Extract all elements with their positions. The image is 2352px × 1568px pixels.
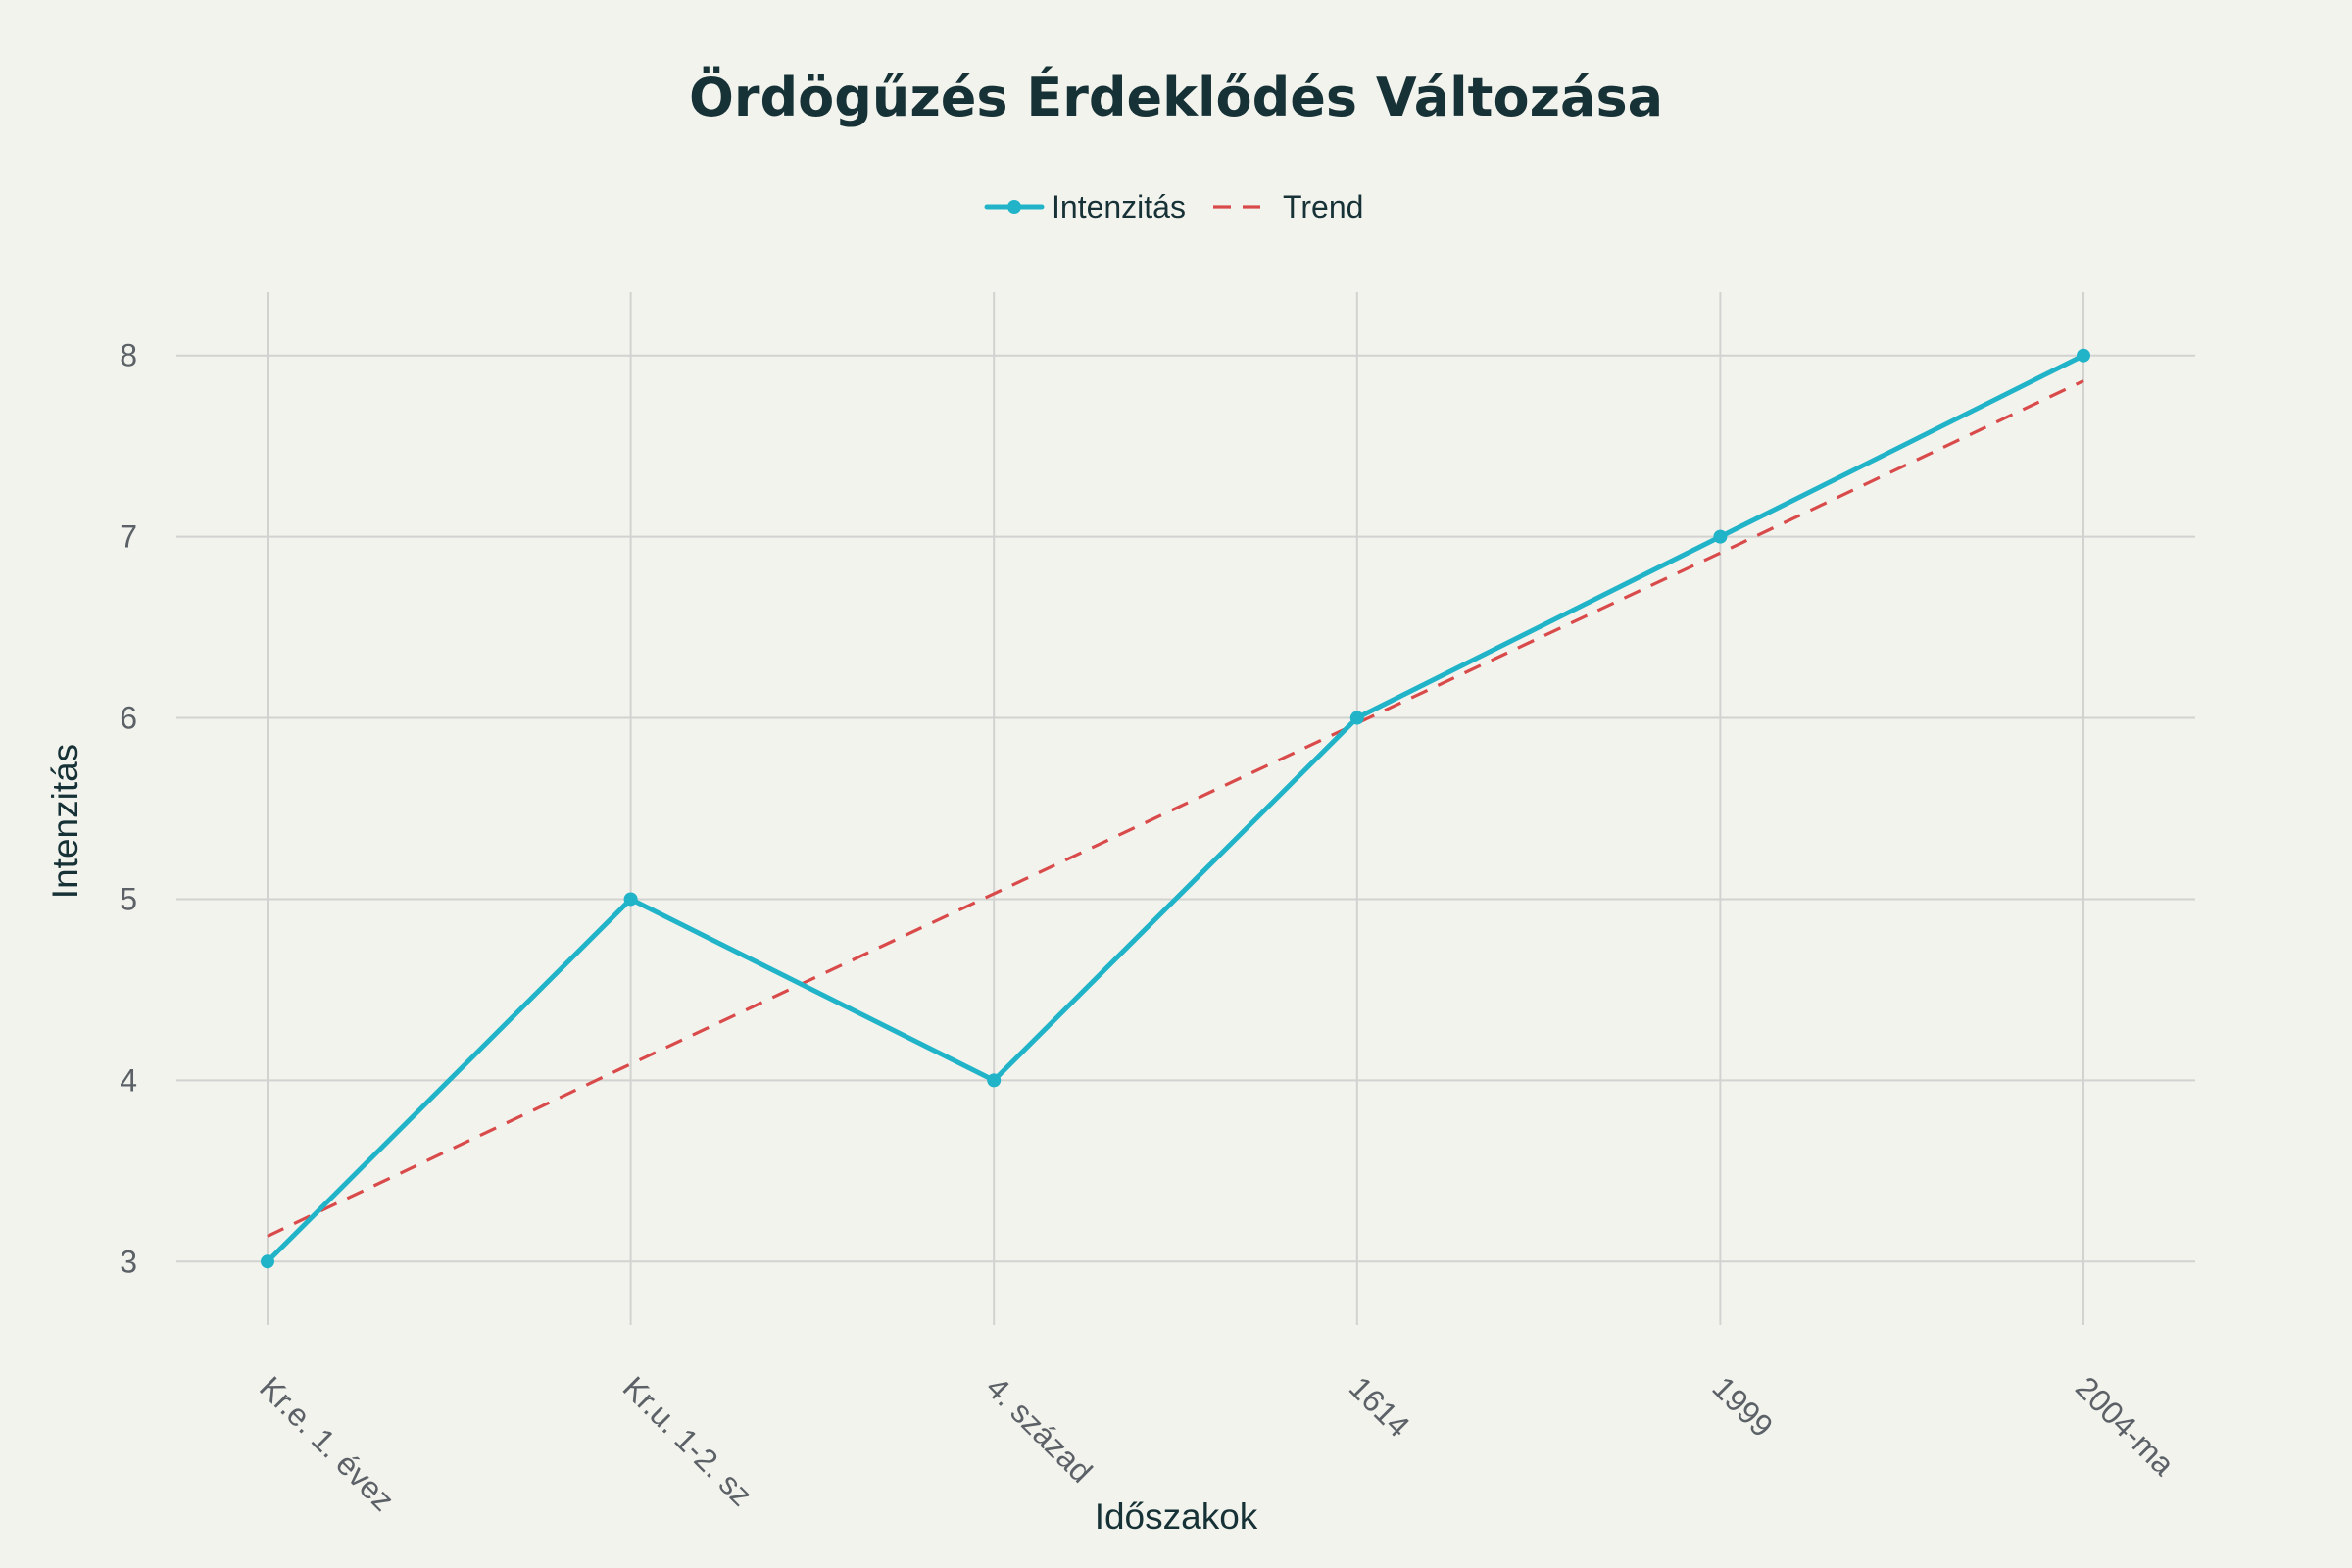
- legend-item-0: Intenzitás: [984, 189, 1186, 224]
- y-tick-label: 5: [120, 881, 137, 916]
- series-line-0: [265, 353, 2086, 1264]
- y-axis-title: Intenzitás: [45, 744, 85, 899]
- data-point-0-5: [2077, 348, 2090, 363]
- y-gridlines: [176, 354, 2195, 1263]
- y-axis-ticks: 3 4 5 6 7 8: [120, 338, 137, 1280]
- data-point-0-2: [987, 1073, 1002, 1088]
- legend-label-0: Intenzitás: [1052, 189, 1186, 224]
- y-tick-label: 3: [120, 1244, 137, 1279]
- legend-marker-0: [1007, 200, 1021, 214]
- chart-title: Ördögűzés Érdeklődés Változása: [689, 67, 1663, 128]
- series-line-1: [267, 379, 2084, 1238]
- legend-label-1: Trend: [1283, 189, 1363, 224]
- x-axis-title: Időszakok: [1095, 1496, 1258, 1537]
- data-point-0-1: [623, 892, 638, 906]
- plot-area: [261, 348, 2090, 1269]
- y-tick-label: 4: [120, 1062, 137, 1098]
- y-tick-label: 7: [120, 519, 137, 555]
- y-tick-label: 6: [120, 701, 137, 736]
- legend-item-1: Trend: [1213, 189, 1363, 224]
- y-tick-label: 8: [120, 338, 137, 373]
- data-point-0-3: [1349, 710, 1364, 725]
- data-point-0-0: [261, 1254, 274, 1269]
- x-gridlines: [267, 292, 2084, 1325]
- legend: Intenzitás Trend: [984, 189, 1363, 224]
- data-point-0-4: [1713, 529, 1728, 544]
